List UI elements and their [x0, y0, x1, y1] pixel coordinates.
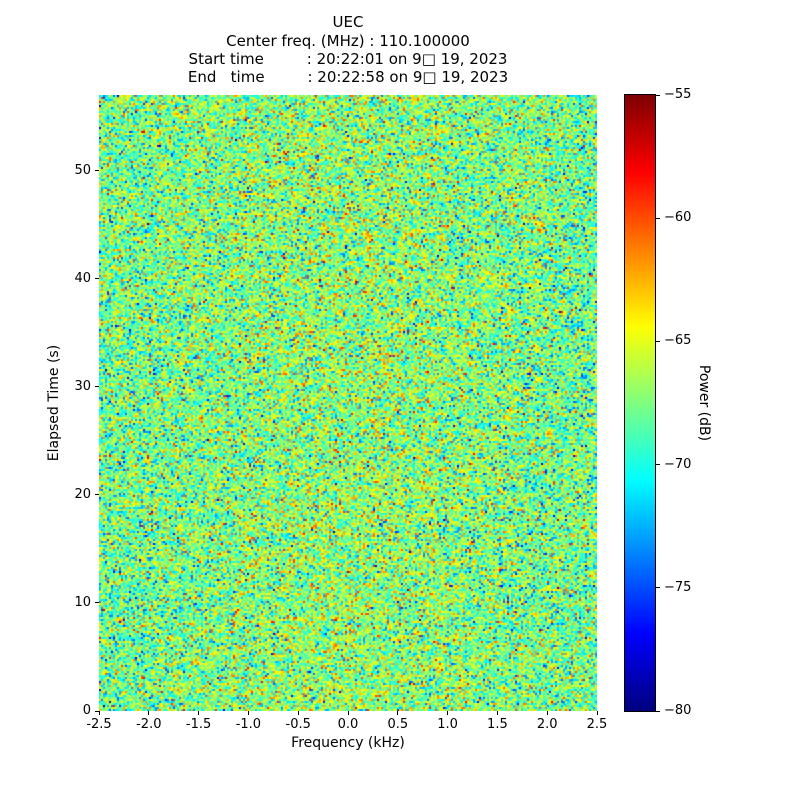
x-tick: [247, 711, 249, 715]
y-tick: [95, 170, 99, 172]
colorbar-tick: [656, 340, 660, 342]
x-tick: [546, 711, 548, 715]
y-tick-label: 20: [74, 486, 91, 502]
x-tick-label: -2.0: [136, 717, 162, 732]
y-tick-label: 50: [74, 162, 91, 178]
y-tick: [95, 278, 99, 280]
x-tick-label: 1.0: [437, 717, 458, 732]
colorbar-tick: [656, 710, 660, 712]
x-tick-label: 0.0: [337, 717, 359, 732]
colorbar-tick: [656, 94, 660, 96]
y-tick: [95, 386, 99, 388]
y-tick-label: 10: [74, 594, 91, 610]
x-tick: [397, 711, 399, 715]
colorbar-tick-label: −75: [664, 579, 692, 595]
y-axis-label: Elapsed Time (s): [46, 344, 62, 462]
colorbar-axis-label: Power (dB): [696, 364, 712, 442]
colorbar-tick-label: −60: [664, 210, 692, 226]
spectrogram-heatmap: [99, 95, 597, 711]
y-tick-label: 40: [74, 270, 91, 286]
y-tick-label: 0: [82, 703, 91, 718]
x-tick: [447, 711, 449, 715]
y-tick: [95, 494, 99, 496]
start-time-text: Start time : 20:22:01 on 9□ 19, 2023: [188, 50, 508, 68]
plot-title: UEC: [332, 13, 364, 31]
colorbar-tick: [656, 587, 660, 589]
x-tick-label: -2.5: [86, 717, 112, 732]
x-tick-label: -0.5: [285, 717, 311, 732]
x-axis-label: Frequency (kHz): [291, 735, 405, 751]
center-freq-text: Center freq. (MHz) : 110.100000: [226, 32, 470, 50]
x-tick-label: 2.5: [586, 717, 608, 732]
x-tick-label: 1.5: [487, 717, 508, 732]
colorbar: [624, 94, 656, 712]
x-tick: [496, 711, 498, 715]
colorbar-tick-label: −80: [664, 703, 692, 718]
x-tick: [198, 711, 200, 715]
x-tick-label: -1.0: [235, 717, 262, 732]
colorbar-tick-label: −65: [664, 333, 692, 349]
x-tick: [347, 711, 349, 715]
colorbar-tick-label: −55: [664, 87, 692, 102]
colorbar-tick: [656, 464, 660, 466]
y-tick: [95, 602, 99, 604]
y-tick: [95, 710, 99, 712]
end-time-text: End time : 20:22:58 on 9□ 19, 2023: [187, 68, 509, 86]
x-tick: [148, 711, 150, 715]
x-tick: [297, 711, 299, 715]
x-tick-label: 2.0: [536, 717, 558, 732]
x-tick-label: 0.5: [387, 717, 409, 732]
y-tick-label: 30: [74, 378, 91, 394]
x-tick-label: -1.5: [185, 717, 212, 732]
colorbar-tick-label: −70: [664, 456, 692, 472]
x-tick: [596, 711, 598, 715]
x-tick: [98, 711, 100, 715]
colorbar-tick: [656, 217, 660, 219]
